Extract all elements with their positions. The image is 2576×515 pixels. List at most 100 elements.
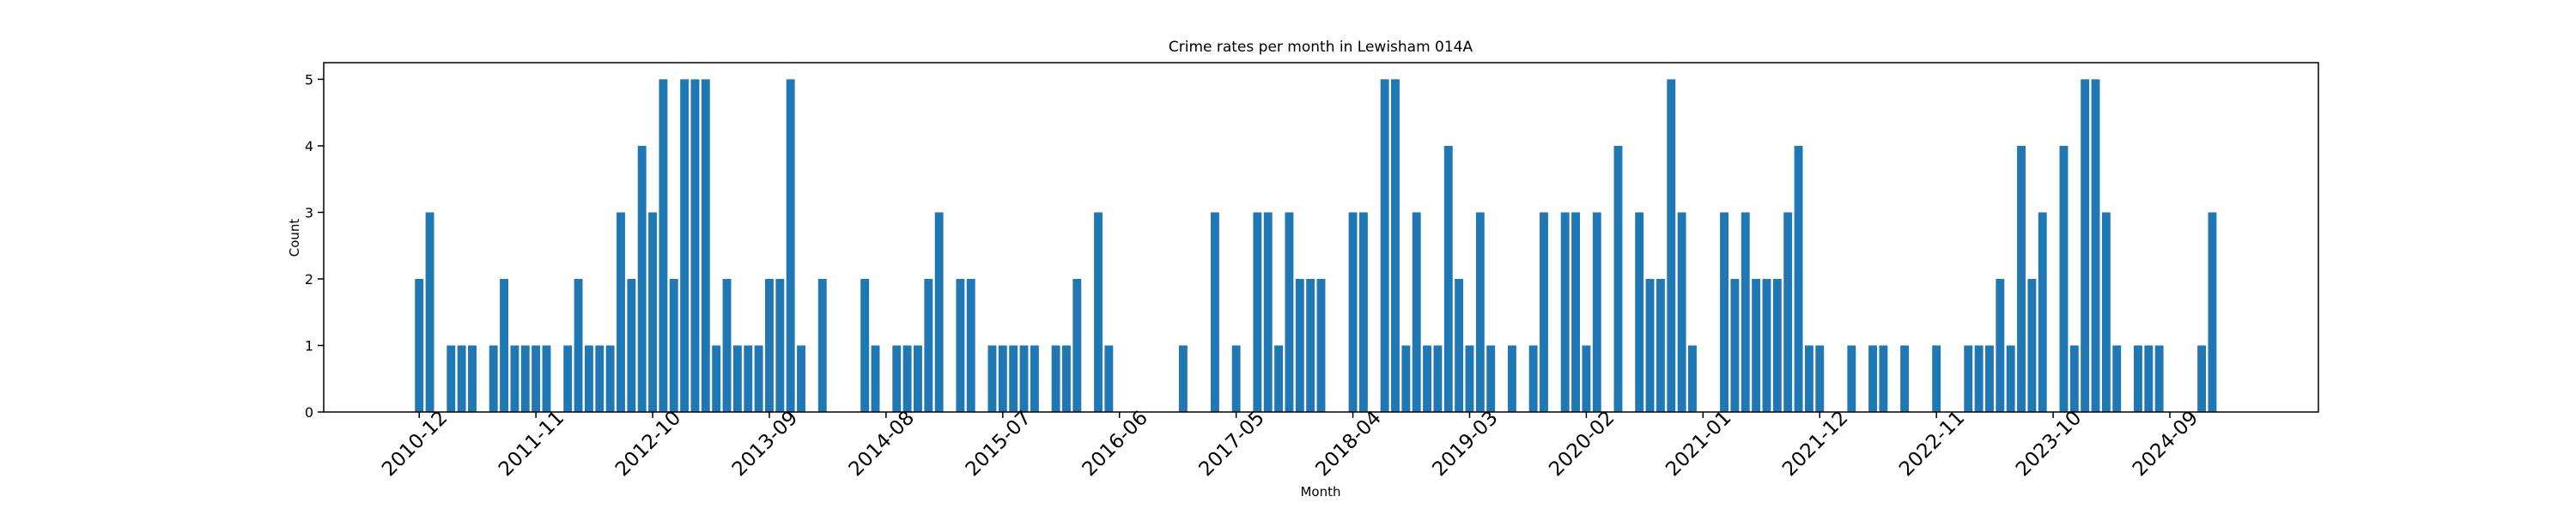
- bar: [532, 345, 541, 412]
- y-tick-label: 5: [305, 71, 313, 88]
- bar: [754, 345, 763, 412]
- bar: [1412, 212, 1421, 412]
- bar: [2197, 345, 2207, 412]
- bar: [1051, 345, 1060, 412]
- bar: [786, 79, 795, 412]
- bar: [500, 278, 509, 412]
- bar: [892, 345, 902, 412]
- bar: [1847, 345, 1856, 412]
- bar: [744, 345, 753, 412]
- bar: [1030, 345, 1039, 412]
- bar: [1815, 345, 1825, 412]
- bar: [2069, 345, 2079, 412]
- y-tick-label: 0: [305, 404, 313, 421]
- bar: [1009, 345, 1018, 412]
- bar: [2006, 345, 2015, 412]
- bar: [1475, 212, 1485, 412]
- bar: [1762, 278, 1771, 412]
- bar: [1688, 345, 1697, 412]
- bar: [1104, 345, 1114, 412]
- bar: [775, 278, 785, 412]
- bar: [468, 345, 477, 412]
- bar: [1996, 278, 2005, 412]
- bar: [1285, 212, 1294, 412]
- bar: [2017, 145, 2026, 412]
- bar: [1613, 145, 1623, 412]
- bar: [637, 145, 647, 412]
- bar: [722, 278, 732, 412]
- bar: [669, 278, 678, 412]
- bar: [447, 345, 456, 412]
- x-tick-label: 2014-08: [845, 407, 919, 481]
- bar: [1263, 212, 1273, 412]
- bar: [1974, 345, 1984, 412]
- bar: [765, 278, 774, 412]
- y-tick-label: 1: [305, 337, 313, 354]
- x-tick-label: 2017-05: [1195, 407, 1269, 481]
- x-tick-label: 2018-04: [1311, 407, 1385, 481]
- bar: [489, 345, 498, 412]
- bar: [1592, 212, 1601, 412]
- bar: [797, 345, 805, 412]
- bar: [1794, 145, 1803, 412]
- bar: [956, 278, 965, 412]
- bar: [1348, 212, 1358, 412]
- bar: [584, 345, 593, 412]
- bar: [2133, 345, 2142, 412]
- x-tick-label: 2019-03: [1428, 407, 1502, 481]
- bar: [1423, 345, 1432, 412]
- bar: [1868, 345, 1877, 412]
- bar: [1677, 212, 1686, 412]
- bar: [966, 278, 975, 412]
- bar: [2059, 145, 2069, 412]
- bar: [520, 345, 530, 412]
- bar: [987, 345, 997, 412]
- bar: [1455, 278, 1464, 412]
- bar: [1783, 212, 1793, 412]
- bar: [1062, 345, 1071, 412]
- bar: [860, 278, 870, 412]
- bar: [1486, 345, 1496, 412]
- bar: [1019, 345, 1029, 412]
- x-tick-label: 2013-09: [728, 407, 802, 481]
- bar: [1932, 345, 1941, 412]
- x-tick-label: 2015-07: [962, 407, 1036, 481]
- bar: [732, 345, 742, 412]
- bar: [659, 79, 668, 412]
- bar: [2091, 79, 2100, 412]
- bar: [701, 79, 710, 412]
- bar: [563, 345, 573, 412]
- bar: [1656, 278, 1665, 412]
- bar: [1316, 278, 1326, 412]
- bar: [680, 79, 690, 412]
- y-tick-label: 2: [305, 271, 313, 288]
- x-tick-label: 2022-11: [1895, 407, 1969, 481]
- bar: [1295, 278, 1304, 412]
- chart-title: Crime rates per month in Lewisham 014A: [1169, 39, 1473, 56]
- bar: [1667, 79, 1676, 412]
- x-tick-label: 2012-10: [611, 407, 685, 481]
- bar: [1528, 345, 1538, 412]
- bar: [1645, 278, 1655, 412]
- bar: [1720, 212, 1728, 412]
- bar: [1560, 212, 1570, 412]
- x-tick-label: 2020-02: [1545, 407, 1619, 481]
- bar: [1391, 79, 1400, 412]
- bar: [924, 278, 933, 412]
- bar: [510, 345, 519, 412]
- x-tick-label: 2010-12: [378, 407, 452, 481]
- bar: [605, 345, 615, 412]
- bar: [1094, 212, 1103, 412]
- x-tick-label: 2023-10: [2012, 407, 2086, 481]
- bar: [1571, 212, 1580, 412]
- bar: [648, 212, 657, 412]
- bar: [1274, 345, 1284, 412]
- bar: [871, 345, 880, 412]
- y-tick-label: 3: [305, 204, 313, 221]
- bar: [2112, 345, 2122, 412]
- bar: [1879, 345, 1888, 412]
- bar: [2154, 345, 2164, 412]
- bar: [617, 212, 625, 412]
- x-tick-label: 2024-09: [2129, 407, 2202, 481]
- plot-frame: [323, 62, 2319, 413]
